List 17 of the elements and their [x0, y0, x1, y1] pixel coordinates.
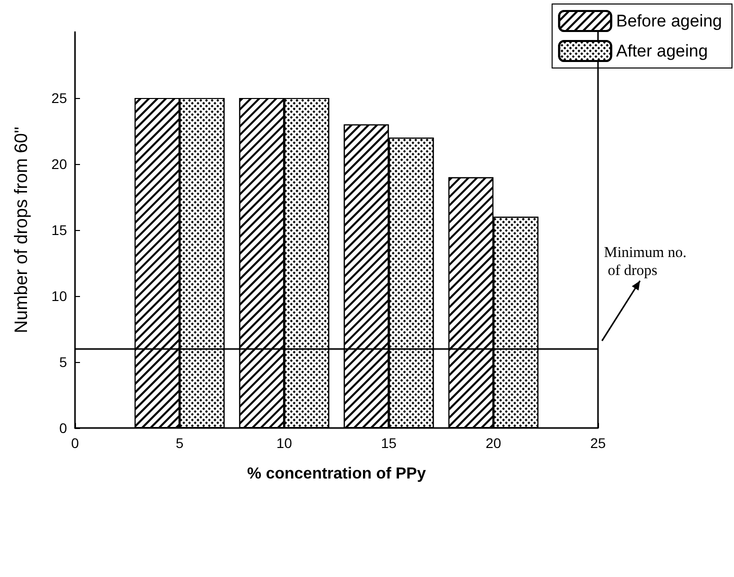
x-tick-label: 5 [176, 435, 184, 451]
y-axis-title: Number of drops from 60" [11, 126, 31, 334]
y-tick-label: 0 [59, 420, 68, 436]
y-tick-label: 10 [51, 288, 68, 304]
x-tick-label: 15 [381, 435, 397, 451]
legend-label: Before ageing [616, 12, 722, 30]
y-tick-label: 15 [51, 222, 68, 238]
x-tick-label: 0 [71, 435, 80, 451]
x-tick-label: 10 [276, 435, 292, 451]
y-tick-label: 20 [51, 156, 68, 172]
y-tick-label: 25 [51, 90, 68, 106]
x-axis-title: % concentration of PPy [247, 466, 426, 482]
x-tick-label: 20 [486, 435, 502, 451]
text: Minimum no. of drops [604, 244, 687, 279]
legend-label: After ageing [616, 42, 708, 60]
x-tick-label: 25 [590, 435, 606, 451]
y-tick-label: 5 [59, 354, 68, 370]
